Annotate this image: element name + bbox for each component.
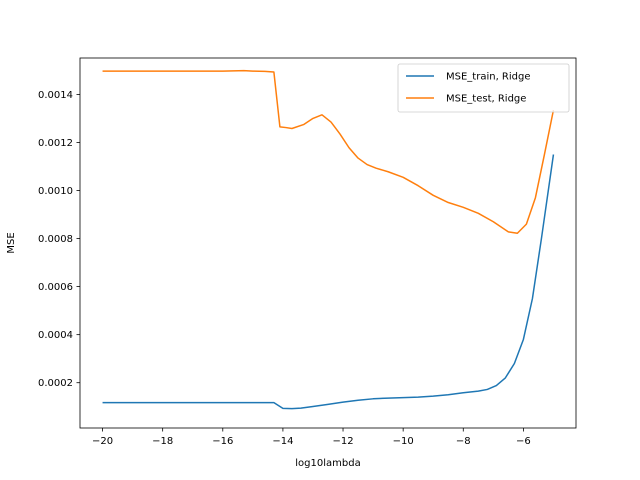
x-tick-label: −16 xyxy=(212,436,233,447)
legend-box xyxy=(397,63,570,113)
x-tick-label: −10 xyxy=(393,436,414,447)
y-axis-label: MSE xyxy=(6,232,17,253)
plot-frame xyxy=(79,57,577,429)
x-tick-label: −20 xyxy=(92,436,113,447)
x-tick-label: −6 xyxy=(516,436,531,447)
legend-label-mse-test: MSE_test, Ridge xyxy=(446,94,526,105)
y-tick-label: 0.0002 xyxy=(38,378,73,389)
y-tick-label: 0.0010 xyxy=(38,186,73,197)
y-tick-label: 0.0006 xyxy=(38,282,73,293)
y-tick-label: 0.0014 xyxy=(38,90,73,101)
x-tick-label: −14 xyxy=(272,436,293,447)
y-tick-label: 0.0004 xyxy=(38,330,73,341)
x-tick-label: −18 xyxy=(152,436,173,447)
legend: MSE_train, Ridge MSE_test, Ridge xyxy=(397,63,570,113)
x-axis-ticks: −20 −18 −16 −14 −12 −10 −8 −6 xyxy=(92,428,531,447)
series-layer xyxy=(102,69,555,410)
legend-label-mse-train: MSE_train, Ridge xyxy=(446,72,531,83)
x-tick-label: −12 xyxy=(332,436,353,447)
x-tick-label: −8 xyxy=(456,436,471,447)
y-tick-label: 0.0008 xyxy=(38,234,73,245)
y-axis-ticks: 0.0002 0.0004 0.0006 0.0008 0.0010 0.0012 0.00… xyxy=(38,90,80,389)
x-axis-label: log10lambda xyxy=(295,458,360,469)
series-line-mse-train xyxy=(102,154,555,410)
y-tick-label: 0.0012 xyxy=(38,138,73,149)
series-line-mse-test xyxy=(102,69,555,235)
